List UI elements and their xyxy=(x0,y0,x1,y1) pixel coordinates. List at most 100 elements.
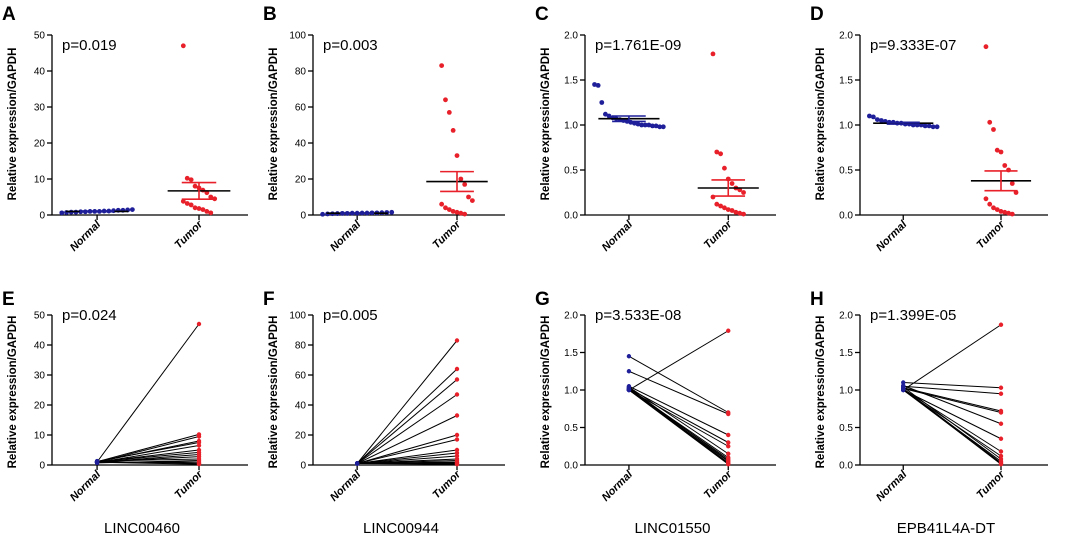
y-tick-label: 1.5 xyxy=(839,348,853,359)
panel-e: Ep=0.024 Relative expression/GAPDH 0 10 20 30… xyxy=(2,289,248,537)
tumor-point xyxy=(1009,211,1015,217)
tumor-point xyxy=(741,211,746,217)
pair-line xyxy=(903,385,1002,425)
tumor-point xyxy=(998,149,1004,155)
pair-line xyxy=(902,324,1002,391)
pair-line xyxy=(902,388,1002,464)
tumor-point xyxy=(983,196,989,202)
tumor-point xyxy=(180,198,186,204)
tumor-point xyxy=(726,451,731,456)
p-value: p=1.761E-09 xyxy=(595,37,681,54)
tumor-point xyxy=(439,201,445,207)
tumor-point xyxy=(192,205,198,211)
y-tick-label: 40 xyxy=(34,67,46,78)
tumor-point xyxy=(726,462,731,467)
pair-line xyxy=(628,388,729,443)
tumor-point xyxy=(450,209,456,214)
y-tick-label: 40 xyxy=(295,139,307,150)
tumor-point xyxy=(994,147,1000,153)
panel-a: Ap=0.019 Relative expression/GAPDH 0 10 20 30… xyxy=(2,4,248,254)
tumor-point xyxy=(998,209,1004,214)
y-axis-label: Relative expression/GAPDH xyxy=(815,316,827,469)
tumor-point xyxy=(454,392,460,397)
x-tick-label-tumor: Tumor xyxy=(173,468,206,501)
pair-line xyxy=(628,385,729,436)
y-axis-label: Relative expression/GAPDH xyxy=(7,48,19,201)
y-tick-label: 30 xyxy=(34,103,46,114)
y-tick-label: 1.0 xyxy=(839,121,853,132)
y-tick-label: 20 xyxy=(295,175,307,186)
pair-line xyxy=(357,463,458,465)
tumor-point xyxy=(729,208,735,213)
tumor-point xyxy=(450,127,456,133)
pair-line xyxy=(903,388,1002,413)
normal-point xyxy=(867,113,872,119)
tumor-point xyxy=(446,207,452,213)
tumor-point xyxy=(726,440,731,445)
y-tick-label: 0 xyxy=(300,461,306,472)
tumor-point xyxy=(188,202,194,208)
pair-line xyxy=(903,385,1002,395)
y-tick-label: 40 xyxy=(34,341,46,352)
tumor-point xyxy=(726,328,731,333)
tumor-point xyxy=(200,207,206,213)
tumor-point xyxy=(987,119,993,125)
tumor-point xyxy=(454,153,460,159)
tumor-point xyxy=(439,63,445,68)
tumor-point xyxy=(733,209,739,215)
tumor-point xyxy=(196,461,202,467)
panel-label: H xyxy=(810,289,824,310)
x-tick-label-tumor: Tumor xyxy=(702,218,735,251)
y-tick-label: 0.0 xyxy=(564,461,578,472)
tumor-point xyxy=(722,205,727,211)
gene-label: LINC00460 xyxy=(104,520,180,537)
y-tick-label: 60 xyxy=(295,371,307,382)
tumor-point xyxy=(991,205,996,211)
panel-label: B xyxy=(263,4,277,25)
tumor-point xyxy=(454,462,460,467)
y-tick-label: 30 xyxy=(34,371,46,382)
normal-point xyxy=(599,100,605,105)
tumor-point xyxy=(710,51,716,57)
pair-line xyxy=(356,379,458,464)
tumor-point xyxy=(446,110,452,115)
normal-point xyxy=(626,369,632,374)
tumor-point xyxy=(462,211,468,217)
panel-c: Cp=1.761E-09 Relative expression/GAPDH 0.0… xyxy=(535,4,776,254)
tumor-point xyxy=(718,203,724,209)
tumor-point xyxy=(196,434,202,439)
y-tick-label: 100 xyxy=(289,311,306,322)
tumor-point xyxy=(454,437,460,442)
x-tick-label-normal: Normal xyxy=(874,468,910,504)
x-tick-label-tumor: Tumor xyxy=(975,468,1008,501)
y-tick-label: 1.0 xyxy=(564,386,578,397)
pair-line xyxy=(356,368,458,464)
tumor-point xyxy=(196,443,202,448)
y-tick-label: 2.0 xyxy=(839,31,853,42)
tumor-point xyxy=(208,210,214,216)
y-tick-label: 1.0 xyxy=(839,386,853,397)
x-tick-label-normal: Normal xyxy=(600,468,636,504)
tumor-point xyxy=(726,432,731,438)
tumor-point xyxy=(998,436,1004,441)
panel-label: C xyxy=(535,4,549,25)
pair-line xyxy=(628,330,729,391)
panel-f: Fp=0.005 Relative expression/GAPDH 0 20 40 60… xyxy=(263,289,505,537)
tumor-point xyxy=(991,127,996,132)
y-axis-label: Relative expression/GAPDH xyxy=(7,316,19,469)
tumor-point xyxy=(998,322,1004,327)
y-tick-label: 2.0 xyxy=(564,31,578,42)
y-axis-label: Relative expression/GAPDH xyxy=(540,316,552,469)
panel-label: A xyxy=(2,4,16,25)
panel-b: Bp=0.003 Relative expression/GAPDH 0 20 40 60… xyxy=(263,4,505,254)
normal-point xyxy=(660,124,666,130)
normal-point xyxy=(129,207,135,213)
pair-line xyxy=(96,433,200,463)
panel-label: G xyxy=(535,289,550,310)
y-tick-label: 20 xyxy=(34,401,46,412)
normal-point xyxy=(320,211,325,217)
normal-point xyxy=(626,354,632,359)
normal-point xyxy=(930,124,936,130)
tumor-point xyxy=(184,175,190,181)
